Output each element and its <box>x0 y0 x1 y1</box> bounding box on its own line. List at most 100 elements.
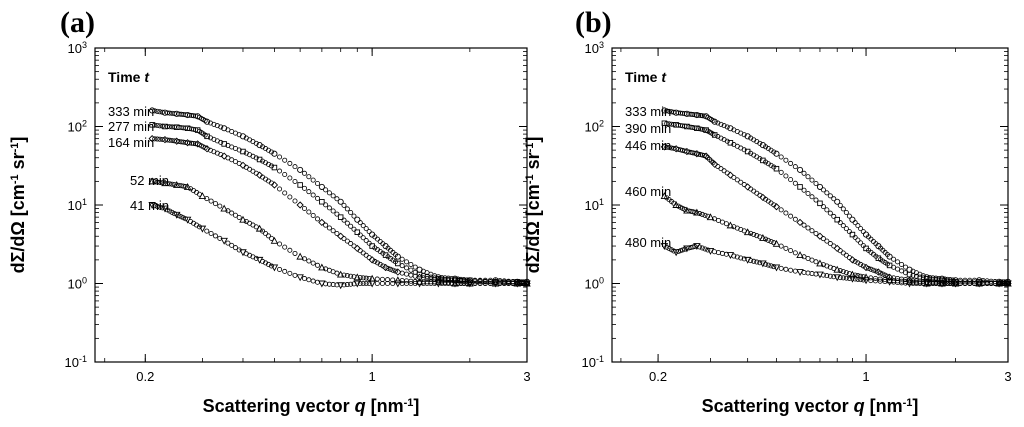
data-point <box>217 203 223 209</box>
data-point <box>917 280 923 286</box>
data-point <box>899 261 905 267</box>
data-point <box>817 200 823 207</box>
data-point <box>693 243 701 250</box>
data-point <box>855 260 861 266</box>
data-point <box>255 224 264 232</box>
data-point <box>377 261 383 267</box>
data-point <box>148 202 156 209</box>
data-point <box>253 224 259 230</box>
data-point <box>271 150 278 157</box>
data-point <box>220 204 228 212</box>
data-point <box>337 214 344 220</box>
data-point <box>341 236 347 242</box>
data-point <box>366 240 372 246</box>
data-point <box>719 250 725 256</box>
data-point <box>164 207 170 213</box>
data-point <box>353 273 362 281</box>
data-point <box>154 179 160 185</box>
data-point <box>805 255 811 261</box>
data-point <box>705 247 711 253</box>
data-point <box>772 264 781 272</box>
data-point <box>395 260 401 267</box>
data-point <box>846 213 852 219</box>
data-point <box>154 108 160 114</box>
data-point <box>318 183 325 190</box>
data-point <box>167 124 173 130</box>
y-tick-label: 100 <box>585 276 604 292</box>
data-point <box>837 202 843 208</box>
data-point <box>813 181 819 187</box>
data-point <box>208 230 214 236</box>
data-point <box>666 145 672 151</box>
data-point <box>326 190 332 196</box>
data-point <box>306 174 312 180</box>
data-point <box>164 180 170 186</box>
data-point <box>962 280 968 286</box>
data-point <box>461 280 467 286</box>
data-point <box>167 110 173 116</box>
data-point <box>683 147 691 156</box>
data-point <box>792 250 798 256</box>
data-point <box>772 239 781 247</box>
data-point <box>296 201 304 209</box>
data-point <box>253 140 259 146</box>
data-point <box>848 275 857 283</box>
data-point <box>287 247 293 253</box>
data-point <box>360 280 366 286</box>
data-point <box>744 183 752 191</box>
data-point <box>404 271 410 277</box>
data-point <box>225 240 231 246</box>
data-point <box>149 122 155 128</box>
data-point <box>664 108 670 114</box>
data-point <box>164 110 170 116</box>
data-point <box>326 205 332 211</box>
series-label: 41 min <box>130 198 169 213</box>
y-tick-label: 100 <box>68 276 87 292</box>
data-point <box>848 270 857 278</box>
data-point <box>680 247 686 253</box>
data-point <box>348 241 354 247</box>
data-point <box>719 219 725 225</box>
data-point <box>451 280 459 288</box>
data-point <box>390 267 396 273</box>
data-point <box>837 220 843 226</box>
data-point <box>334 230 340 236</box>
data-point <box>399 256 405 262</box>
data-point <box>394 280 402 288</box>
data-point <box>675 248 681 254</box>
data-point <box>341 272 347 278</box>
data-point <box>220 152 228 160</box>
data-point <box>152 136 158 142</box>
data-point <box>664 244 670 250</box>
data-point <box>357 220 363 226</box>
data-point <box>152 108 158 114</box>
data-point <box>334 211 340 217</box>
data-point <box>748 258 754 264</box>
data-point <box>801 270 807 276</box>
data-point <box>885 276 894 284</box>
data-point <box>379 276 385 282</box>
data-point <box>748 230 754 236</box>
data-point <box>523 280 531 288</box>
data-point <box>813 197 819 203</box>
data-point <box>748 186 754 192</box>
data-point <box>855 223 861 229</box>
data-point <box>903 264 909 270</box>
data-point <box>820 236 826 242</box>
data-point <box>292 198 298 204</box>
data-point <box>323 281 329 287</box>
data-point <box>385 280 391 286</box>
data-point <box>357 232 363 238</box>
series-333-min <box>661 107 1012 285</box>
data-point <box>239 215 247 223</box>
data-point <box>270 236 279 244</box>
data-point <box>833 274 841 282</box>
data-point <box>277 168 283 174</box>
data-point <box>699 113 705 119</box>
data-point <box>738 255 744 261</box>
data-point <box>805 174 811 180</box>
data-point <box>947 280 953 286</box>
data-point <box>381 263 390 272</box>
data-point <box>164 137 170 143</box>
data-point <box>268 163 274 169</box>
